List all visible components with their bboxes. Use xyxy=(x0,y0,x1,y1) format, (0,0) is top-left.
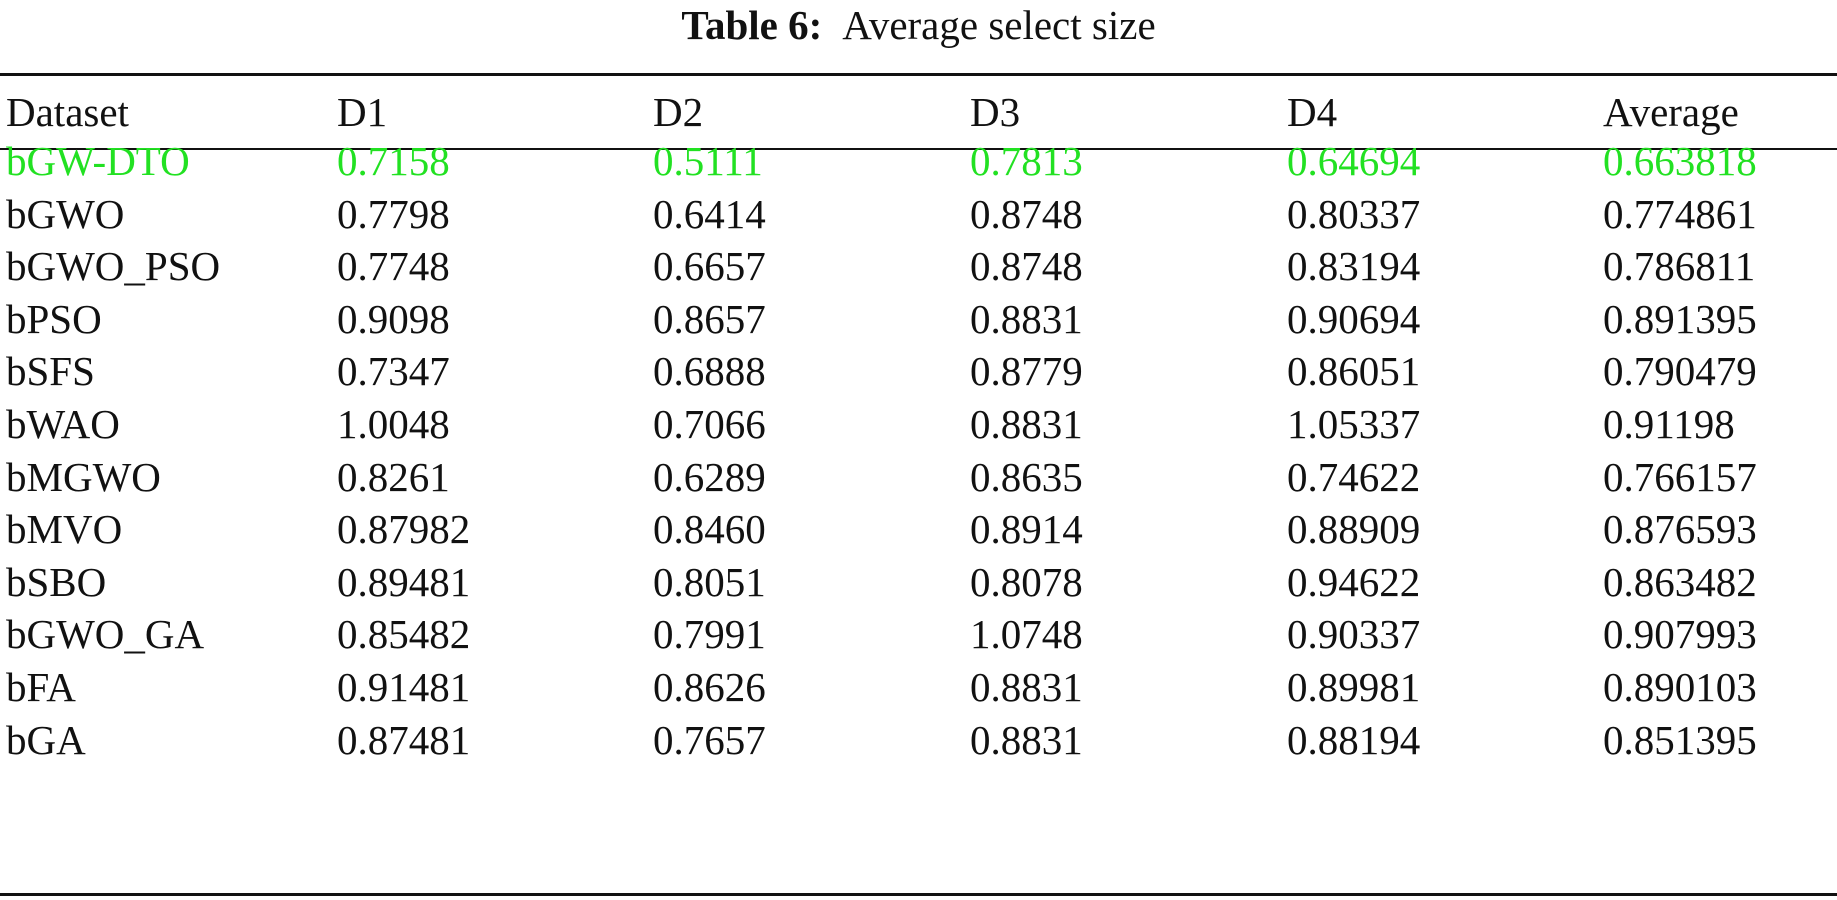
table-row: bMGWO 0.8261 0.6289 0.8635 0.74622 0.766157 xyxy=(0,447,1837,507)
table-cell: 0.891395 xyxy=(1603,295,1757,342)
table-cell: 0.8460 xyxy=(653,506,766,553)
table-cell: 0.7066 xyxy=(653,401,766,447)
table-cell: 0.80337 xyxy=(1287,190,1421,237)
table-header-row: Dataset D1 D2 D3 D4 Average xyxy=(0,82,1837,142)
table-cell: 0.7813 xyxy=(970,138,1083,184)
table-cell: 0.7798 xyxy=(337,190,450,237)
table-cell: 0.7748 xyxy=(337,243,450,290)
table-cell: 0.94622 xyxy=(1287,558,1421,605)
table-cell: 0.89481 xyxy=(337,558,471,605)
table-cell: 0.89981 xyxy=(1287,664,1421,710)
row-label: bSFS xyxy=(6,348,95,395)
table-cell: 0.7991 xyxy=(653,611,766,658)
row-label: bGW-DTO xyxy=(6,138,190,184)
table-cell: 0.8748 xyxy=(970,243,1083,290)
row-label: bMGWO xyxy=(6,453,161,500)
caption-label: Table 6: xyxy=(681,2,823,48)
table-cell: 1.0748 xyxy=(970,611,1083,658)
table-cell: 0.766157 xyxy=(1603,453,1757,500)
row-label: bGWO xyxy=(6,190,125,237)
table-cell: 0.890103 xyxy=(1603,664,1757,710)
table-cell: 0.8051 xyxy=(653,558,766,605)
column-header: Dataset xyxy=(6,89,129,135)
table-cell: 0.8831 xyxy=(970,716,1083,763)
table-row: bGWO 0.7798 0.6414 0.8748 0.80337 0.774861 xyxy=(0,184,1837,244)
table-cell: 0.85482 xyxy=(337,611,471,658)
table-cell: 0.6414 xyxy=(653,190,766,237)
table-cell: 0.64694 xyxy=(1287,138,1421,184)
table-cell: 0.876593 xyxy=(1603,506,1757,553)
table-cell: 0.8657 xyxy=(653,295,766,342)
table-cell: 0.774861 xyxy=(1603,190,1757,237)
column-header: D2 xyxy=(653,89,704,135)
row-label: bGA xyxy=(6,716,86,763)
table-cell: 0.8779 xyxy=(970,348,1083,395)
table-cell: 0.7657 xyxy=(653,716,766,763)
table-row: bGWO_PSO 0.7748 0.6657 0.8748 0.83194 0.78681… xyxy=(0,236,1837,296)
row-label: bGWO_GA xyxy=(6,611,205,658)
table-cell: 0.6888 xyxy=(653,348,766,395)
table-cell: 0.91198 xyxy=(1603,401,1735,447)
table-cell: 0.6289 xyxy=(653,453,766,500)
table-cell: 0.8914 xyxy=(970,506,1083,553)
table-cell: 0.87982 xyxy=(337,506,471,553)
table-cell: 0.88194 xyxy=(1287,716,1421,763)
table-row: bSFS 0.7347 0.6888 0.8779 0.86051 0.790479 xyxy=(0,341,1837,401)
column-header: D3 xyxy=(970,89,1021,135)
table-cell: 0.8261 xyxy=(337,453,450,500)
table-cell: 0.8831 xyxy=(970,295,1083,342)
column-header: D1 xyxy=(337,89,388,135)
header-rule xyxy=(0,148,1837,150)
table-cell: 0.6657 xyxy=(653,243,766,290)
row-label: bGWO_PSO xyxy=(6,243,221,290)
table-cell: 1.05337 xyxy=(1287,401,1421,447)
table-row: bGA 0.87481 0.7657 0.8831 0.88194 0.851395 xyxy=(0,710,1837,770)
column-header: Average xyxy=(1603,89,1739,135)
table-cell: 0.7158 xyxy=(337,138,450,184)
row-label: bSBO xyxy=(6,558,107,605)
table-cell: 0.5111 xyxy=(653,138,763,184)
table-cell: 0.87481 xyxy=(337,716,471,763)
table-cell: 0.8626 xyxy=(653,664,766,710)
table-row: bFA 0.91481 0.8626 0.8831 0.89981 0.890103 xyxy=(0,657,1837,717)
table-cell: 0.7347 xyxy=(337,348,450,395)
table-cell: 0.88909 xyxy=(1287,506,1421,553)
table-cell: 0.83194 xyxy=(1287,243,1421,290)
column-header: D4 xyxy=(1287,89,1338,135)
table-row: bGW-DTO 0.7158 0.5111 0.7813 0.64694 0.663818 xyxy=(0,131,1837,191)
top-rule xyxy=(0,73,1837,76)
row-label: bPSO xyxy=(6,295,102,342)
table-cell: 0.786811 xyxy=(1603,243,1756,290)
row-label: bFA xyxy=(6,664,76,710)
table-row: bMVO 0.87982 0.8460 0.8914 0.88909 0.876593 xyxy=(0,499,1837,559)
table-cell: 0.90694 xyxy=(1287,295,1421,342)
table-cell: 0.790479 xyxy=(1603,348,1757,395)
table-cell: 0.851395 xyxy=(1603,716,1757,763)
table-row: bGWO_GA 0.85482 0.7991 1.0748 0.90337 0.90799… xyxy=(0,604,1837,664)
table-cell: 0.91481 xyxy=(337,664,471,710)
table-cell: 1.0048 xyxy=(337,401,450,447)
bottom-rule xyxy=(0,893,1837,896)
table-cell: 0.663818 xyxy=(1603,138,1757,184)
table-cell: 0.8748 xyxy=(970,190,1083,237)
table-caption: Table 6: Average select size xyxy=(0,2,1837,48)
caption-text: Average select size xyxy=(842,2,1156,48)
table-cell: 0.8831 xyxy=(970,401,1083,447)
table-row: bSBO 0.89481 0.8051 0.8078 0.94622 0.863482 xyxy=(0,552,1837,612)
table-cell: 0.74622 xyxy=(1287,453,1421,500)
table-cell: 0.907993 xyxy=(1603,611,1757,658)
table-row: bPSO 0.9098 0.8657 0.8831 0.90694 0.891395 xyxy=(0,289,1837,349)
table-cell: 0.90337 xyxy=(1287,611,1421,658)
table-cell: 0.8078 xyxy=(970,558,1083,605)
row-label: bWAO xyxy=(6,401,120,447)
row-label: bMVO xyxy=(6,506,123,553)
table-cell: 0.8831 xyxy=(970,664,1083,710)
table-cell: 0.86051 xyxy=(1287,348,1421,395)
table-cell: 0.9098 xyxy=(337,295,450,342)
table-row: bWAO 1.0048 0.7066 0.8831 1.05337 0.91198 xyxy=(0,394,1837,454)
table-cell: 0.863482 xyxy=(1603,558,1757,605)
table-cell: 0.8635 xyxy=(970,453,1083,500)
